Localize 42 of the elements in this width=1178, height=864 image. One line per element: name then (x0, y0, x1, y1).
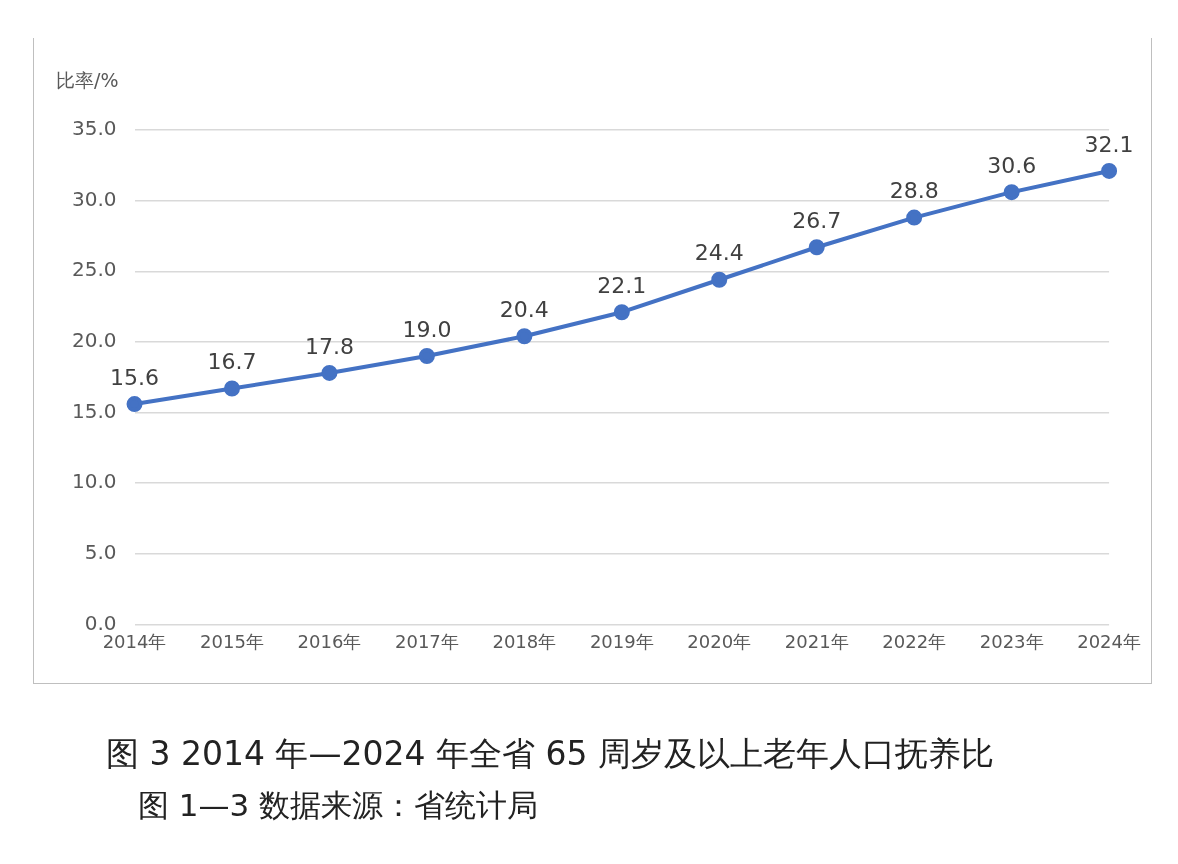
x-tick-label: 2024年 (1077, 630, 1141, 652)
y-tick-label: 35.0 (72, 116, 117, 141)
data-label: 16.7 (207, 349, 257, 375)
x-tick-label: 2016年 (297, 630, 362, 652)
caption: 图 1—3 数据来源：省统计局 (138, 786, 540, 825)
data-label: 22.1 (597, 272, 647, 298)
data-label: 24.4 (694, 240, 744, 266)
point (418, 348, 435, 365)
y-tick-label: 30.0 (72, 186, 117, 211)
data-label: 15.6 (110, 364, 160, 390)
point (906, 209, 923, 226)
point (1101, 162, 1118, 179)
y-tick-label: 25.0 (72, 257, 117, 282)
x-tick-label: 2022年 (882, 630, 947, 652)
data-label: 20.4 (499, 296, 549, 322)
point (126, 396, 143, 413)
text: 图 3 2014 年—2024 年全省 65 周岁及以上老年人口抚养比 (106, 733, 995, 775)
data-label: 32.1 (1084, 131, 1134, 157)
x-tick-label: 2023年 (979, 630, 1044, 652)
point (808, 239, 825, 256)
point (1003, 184, 1020, 201)
x-tick-label: 2021年 (784, 630, 849, 652)
x-tick-label: 2017年 (394, 630, 459, 652)
x-tick-label: 2020年 (687, 630, 752, 652)
point (321, 364, 338, 381)
x-tick-label: 2019年 (589, 630, 654, 652)
y-tick-label: 20.0 (72, 328, 117, 353)
point (613, 304, 630, 321)
point (223, 380, 240, 397)
data-label: 26.7 (792, 207, 842, 233)
data-label: 17.8 (304, 333, 354, 359)
x-tick-label: 2015年 (200, 630, 264, 652)
y-tick-label: 5.0 (84, 539, 117, 564)
point (516, 328, 533, 345)
y-tick-label: 10.0 (72, 469, 117, 494)
y-tick-label: 15.0 (72, 398, 117, 423)
data-label: 19.0 (402, 316, 452, 342)
data-label: 30.6 (987, 152, 1037, 178)
x-tick-label: 2018年 (492, 630, 557, 652)
point (711, 271, 728, 288)
data-label: 28.8 (889, 178, 939, 204)
y-axis-title: 比率/% (56, 69, 119, 92)
